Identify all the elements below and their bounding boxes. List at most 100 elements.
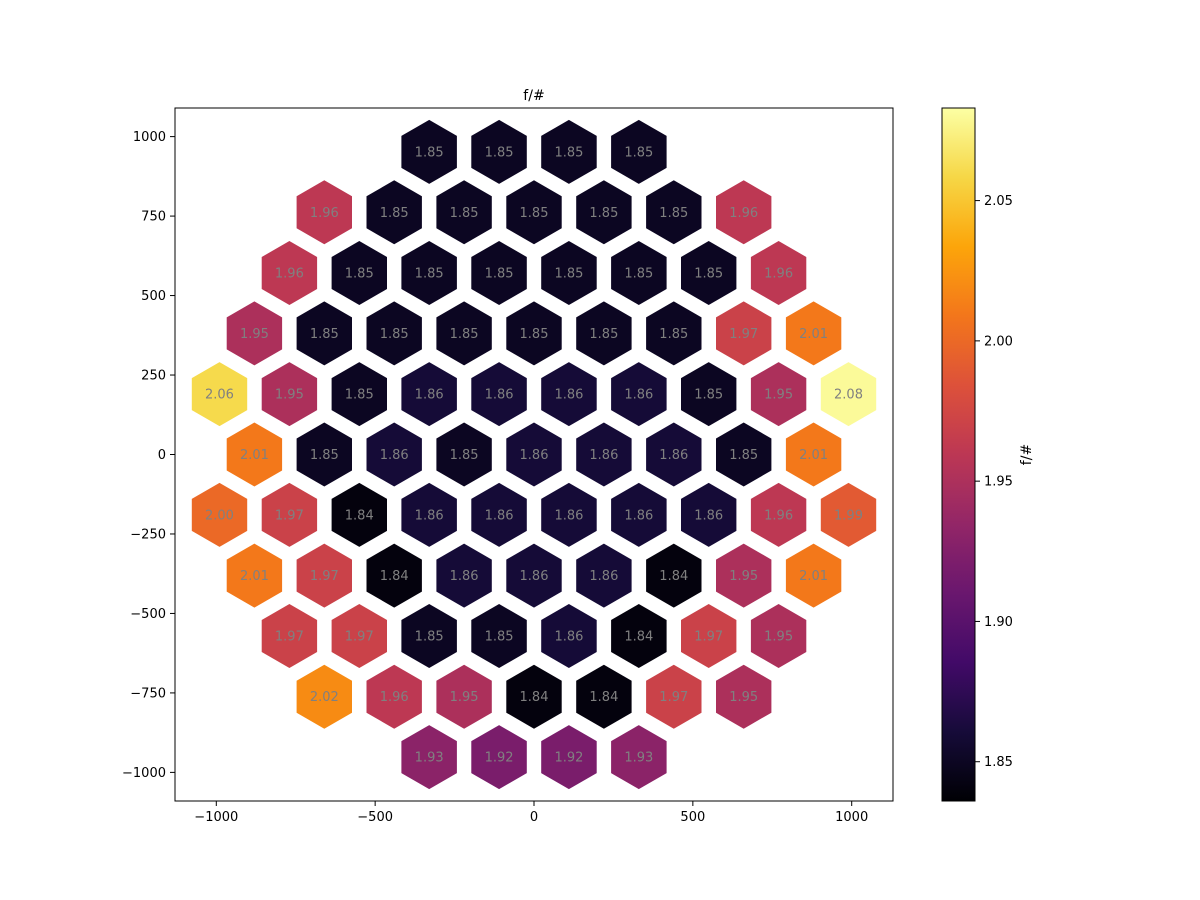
y-tick-label: −750 bbox=[130, 686, 166, 701]
hex-cell-value: 1.84 bbox=[589, 690, 618, 705]
hex-cell-value: 2.02 bbox=[310, 690, 339, 705]
hex-cell-value: 1.99 bbox=[834, 508, 863, 523]
hex-cell: 1.84 bbox=[646, 543, 702, 608]
hex-cell: 1.85 bbox=[576, 180, 632, 245]
hex-cell: 1.85 bbox=[611, 241, 667, 305]
hex-cell-value: 1.84 bbox=[380, 569, 409, 584]
hex-cell-value: 1.85 bbox=[485, 145, 514, 160]
hex-cell: 1.97 bbox=[261, 482, 318, 547]
hex-cell-shape bbox=[716, 180, 772, 245]
hex-cell-value: 1.97 bbox=[310, 569, 339, 584]
x-tick-label: 500 bbox=[680, 810, 705, 825]
hex-cell-shape bbox=[331, 362, 387, 427]
x-tick-label: 1000 bbox=[835, 810, 868, 825]
plot-area: 1.85 1.85 1.85 1.85 1.96 1.85 1.85 1.85 1.85 1.85… bbox=[174, 107, 894, 802]
hex-cell: 1.85 bbox=[401, 119, 457, 184]
y-tick-label: −500 bbox=[130, 607, 166, 622]
hex-cell-value: 1.86 bbox=[415, 508, 444, 523]
hex-cell-shape bbox=[401, 362, 457, 427]
hex-cell: 1.85 bbox=[436, 422, 492, 487]
hex-cell-shape bbox=[331, 241, 387, 305]
hex-cell-shape bbox=[716, 543, 772, 608]
hex-cell-shape bbox=[681, 604, 737, 668]
hex-cell-shape bbox=[401, 241, 457, 305]
hex-cell-shape bbox=[785, 301, 842, 366]
hex-cell-value: 1.85 bbox=[554, 266, 583, 281]
hex-cell: 1.85 bbox=[296, 422, 352, 487]
hex-cell-shape bbox=[436, 664, 492, 729]
hex-cell: 1.86 bbox=[436, 543, 492, 608]
hex-cell: 1.86 bbox=[401, 362, 457, 427]
hex-cell-value: 1.93 bbox=[415, 751, 444, 766]
hex-cell-shape bbox=[716, 664, 772, 729]
hex-cell-shape bbox=[471, 604, 527, 668]
hex-cell: 1.85 bbox=[401, 604, 457, 668]
colorbar-gradient bbox=[941, 107, 976, 802]
hex-cell-shape bbox=[820, 362, 877, 427]
hex-cell-value: 1.85 bbox=[380, 206, 409, 221]
hex-cell-value: 2.06 bbox=[205, 388, 234, 403]
hex-cell-shape bbox=[401, 725, 457, 790]
hex-cell-shape bbox=[541, 362, 597, 427]
colorbar-tick-label: 1.85 bbox=[984, 755, 1013, 770]
hex-cell: 1.86 bbox=[471, 362, 527, 427]
colorbar-tick-label: 2.00 bbox=[984, 334, 1013, 349]
hex-cell-value: 1.96 bbox=[764, 508, 793, 523]
hex-cell-shape bbox=[785, 422, 842, 487]
hex-cell-shape bbox=[191, 482, 248, 547]
hex-cell-shape bbox=[471, 362, 527, 427]
hex-cell-value: 1.96 bbox=[764, 266, 793, 281]
hex-cell: 1.96 bbox=[716, 180, 772, 245]
hex-cell-shape bbox=[541, 482, 597, 547]
hex-cell: 1.92 bbox=[471, 725, 527, 790]
hex-cell-value: 1.97 bbox=[659, 690, 688, 705]
hex-cell: 1.84 bbox=[576, 664, 632, 729]
x-tick-label: 0 bbox=[530, 810, 538, 825]
hex-cell-value: 1.85 bbox=[589, 206, 618, 221]
hex-cell-value: 1.85 bbox=[520, 327, 549, 342]
hex-cell: 1.96 bbox=[296, 180, 352, 245]
colorbar-tick-label: 1.90 bbox=[984, 615, 1013, 630]
hex-cell-value: 1.86 bbox=[380, 448, 409, 463]
hex-cell-shape bbox=[506, 664, 562, 729]
hex-cell-value: 1.97 bbox=[729, 327, 758, 342]
hex-cell: 1.85 bbox=[366, 301, 422, 366]
hex-cell-shape bbox=[226, 301, 283, 366]
hex-cell: 1.86 bbox=[576, 543, 632, 608]
hex-cell-shape bbox=[576, 543, 632, 608]
hex-cell: 1.96 bbox=[750, 241, 807, 305]
hex-cell-value: 1.85 bbox=[450, 327, 479, 342]
hex-cell-shape bbox=[401, 119, 457, 184]
hex-cell-shape bbox=[471, 119, 527, 184]
hex-cell-shape bbox=[366, 422, 422, 487]
hex-cell-shape bbox=[366, 664, 422, 729]
hex-cell: 1.96 bbox=[261, 241, 318, 305]
hex-cell-shape bbox=[261, 482, 318, 547]
hex-cell-shape bbox=[331, 604, 387, 668]
hex-cell-shape bbox=[261, 604, 318, 668]
hex-cell-value: 1.85 bbox=[415, 145, 444, 160]
hex-cell: 1.85 bbox=[646, 180, 702, 245]
hex-cell: 1.92 bbox=[541, 725, 597, 790]
hex-cell-shape bbox=[541, 604, 597, 668]
hex-cell-value: 1.85 bbox=[589, 327, 618, 342]
colorbar: 1.85 1.90 1.95 2.00 2.05 bbox=[941, 107, 1013, 802]
hex-cell: 1.85 bbox=[506, 301, 562, 366]
hex-cell-shape bbox=[296, 180, 352, 245]
hex-cell-shape bbox=[296, 301, 352, 366]
hex-cell-value: 1.84 bbox=[659, 569, 688, 584]
hex-cell: 1.85 bbox=[471, 241, 527, 305]
hex-cell-value: 2.01 bbox=[240, 569, 269, 584]
hex-cell-value: 1.95 bbox=[764, 388, 793, 403]
hex-cell: 1.85 bbox=[541, 241, 597, 305]
y-tick-label: 250 bbox=[141, 369, 166, 384]
hex-cell: 2.01 bbox=[785, 422, 842, 487]
hex-cell: 2.00 bbox=[191, 482, 248, 547]
hex-cell-shape bbox=[611, 725, 667, 790]
hex-cell: 1.96 bbox=[750, 482, 807, 547]
hex-cell-shape bbox=[576, 664, 632, 729]
hex-cell-shape bbox=[191, 362, 248, 427]
hex-cell-value: 1.86 bbox=[450, 569, 479, 584]
hex-cell-shape bbox=[541, 725, 597, 790]
hex-cell: 1.93 bbox=[401, 725, 457, 790]
